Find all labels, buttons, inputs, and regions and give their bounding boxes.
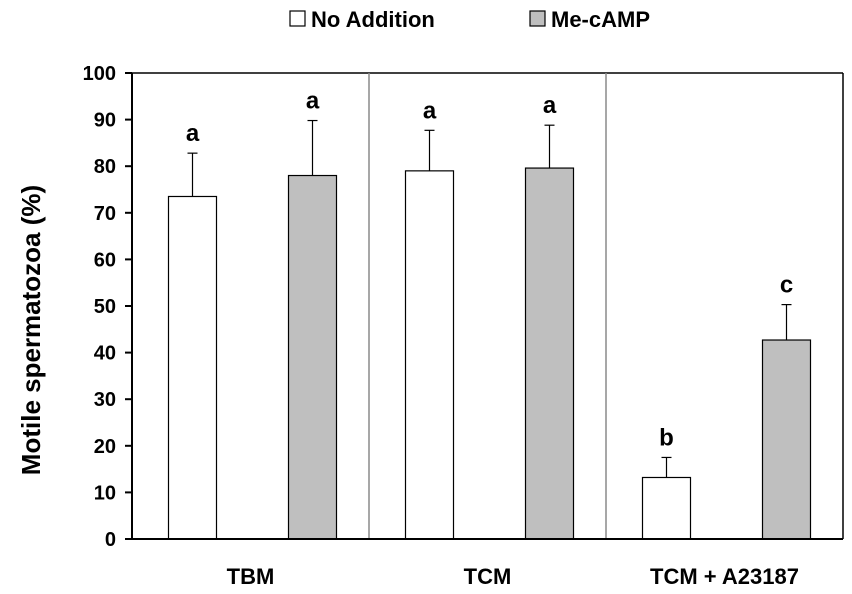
x-category-label: TCM + A23187 <box>650 564 799 589</box>
bar-me-camp <box>287 174 338 540</box>
y-tick-label: 90 <box>94 110 116 132</box>
bar-no-addition <box>641 476 692 540</box>
bar-me-camp <box>761 339 812 540</box>
y-axis-title: Motile spermatozoa (%) <box>16 185 46 475</box>
y-tick-label: 0 <box>105 529 116 551</box>
y-tick-label: 70 <box>94 203 116 225</box>
x-axis: TBM TCM TCM + A23187 <box>132 538 843 589</box>
legend-swatch <box>529 10 546 27</box>
significance-label: a <box>543 92 557 119</box>
y-tick-label: 20 <box>94 436 116 458</box>
significance-label: a <box>306 88 320 115</box>
legend-label: Me-cAMP <box>551 7 650 32</box>
significance-label: b <box>659 424 674 451</box>
y-tick-label: 100 <box>83 63 116 85</box>
legend-label: No Addition <box>311 7 435 32</box>
x-category-label: TBM <box>227 564 275 589</box>
bar-no-addition <box>167 195 218 540</box>
y-tick-label: 40 <box>94 343 116 365</box>
legend: No Addition Me-cAMP <box>289 7 650 32</box>
x-category-label: TCM <box>464 564 512 589</box>
bar-me-camp <box>524 167 575 540</box>
y-tick-label: 30 <box>94 389 116 411</box>
significance-label: a <box>186 120 200 147</box>
significance-label: a <box>423 97 437 124</box>
group-separators <box>368 73 607 539</box>
y-tick-label: 80 <box>94 156 116 178</box>
legend-swatch <box>289 10 306 27</box>
significance-label: c <box>780 272 793 299</box>
y-tick-label: 60 <box>94 249 116 271</box>
y-tick-label: 50 <box>94 296 116 318</box>
y-tick-label: 10 <box>94 482 116 504</box>
bar-no-addition <box>404 170 455 540</box>
y-axis: 0 10 20 30 40 50 60 70 80 90 100 <box>83 63 844 551</box>
bars: a a b a a c <box>167 88 812 540</box>
